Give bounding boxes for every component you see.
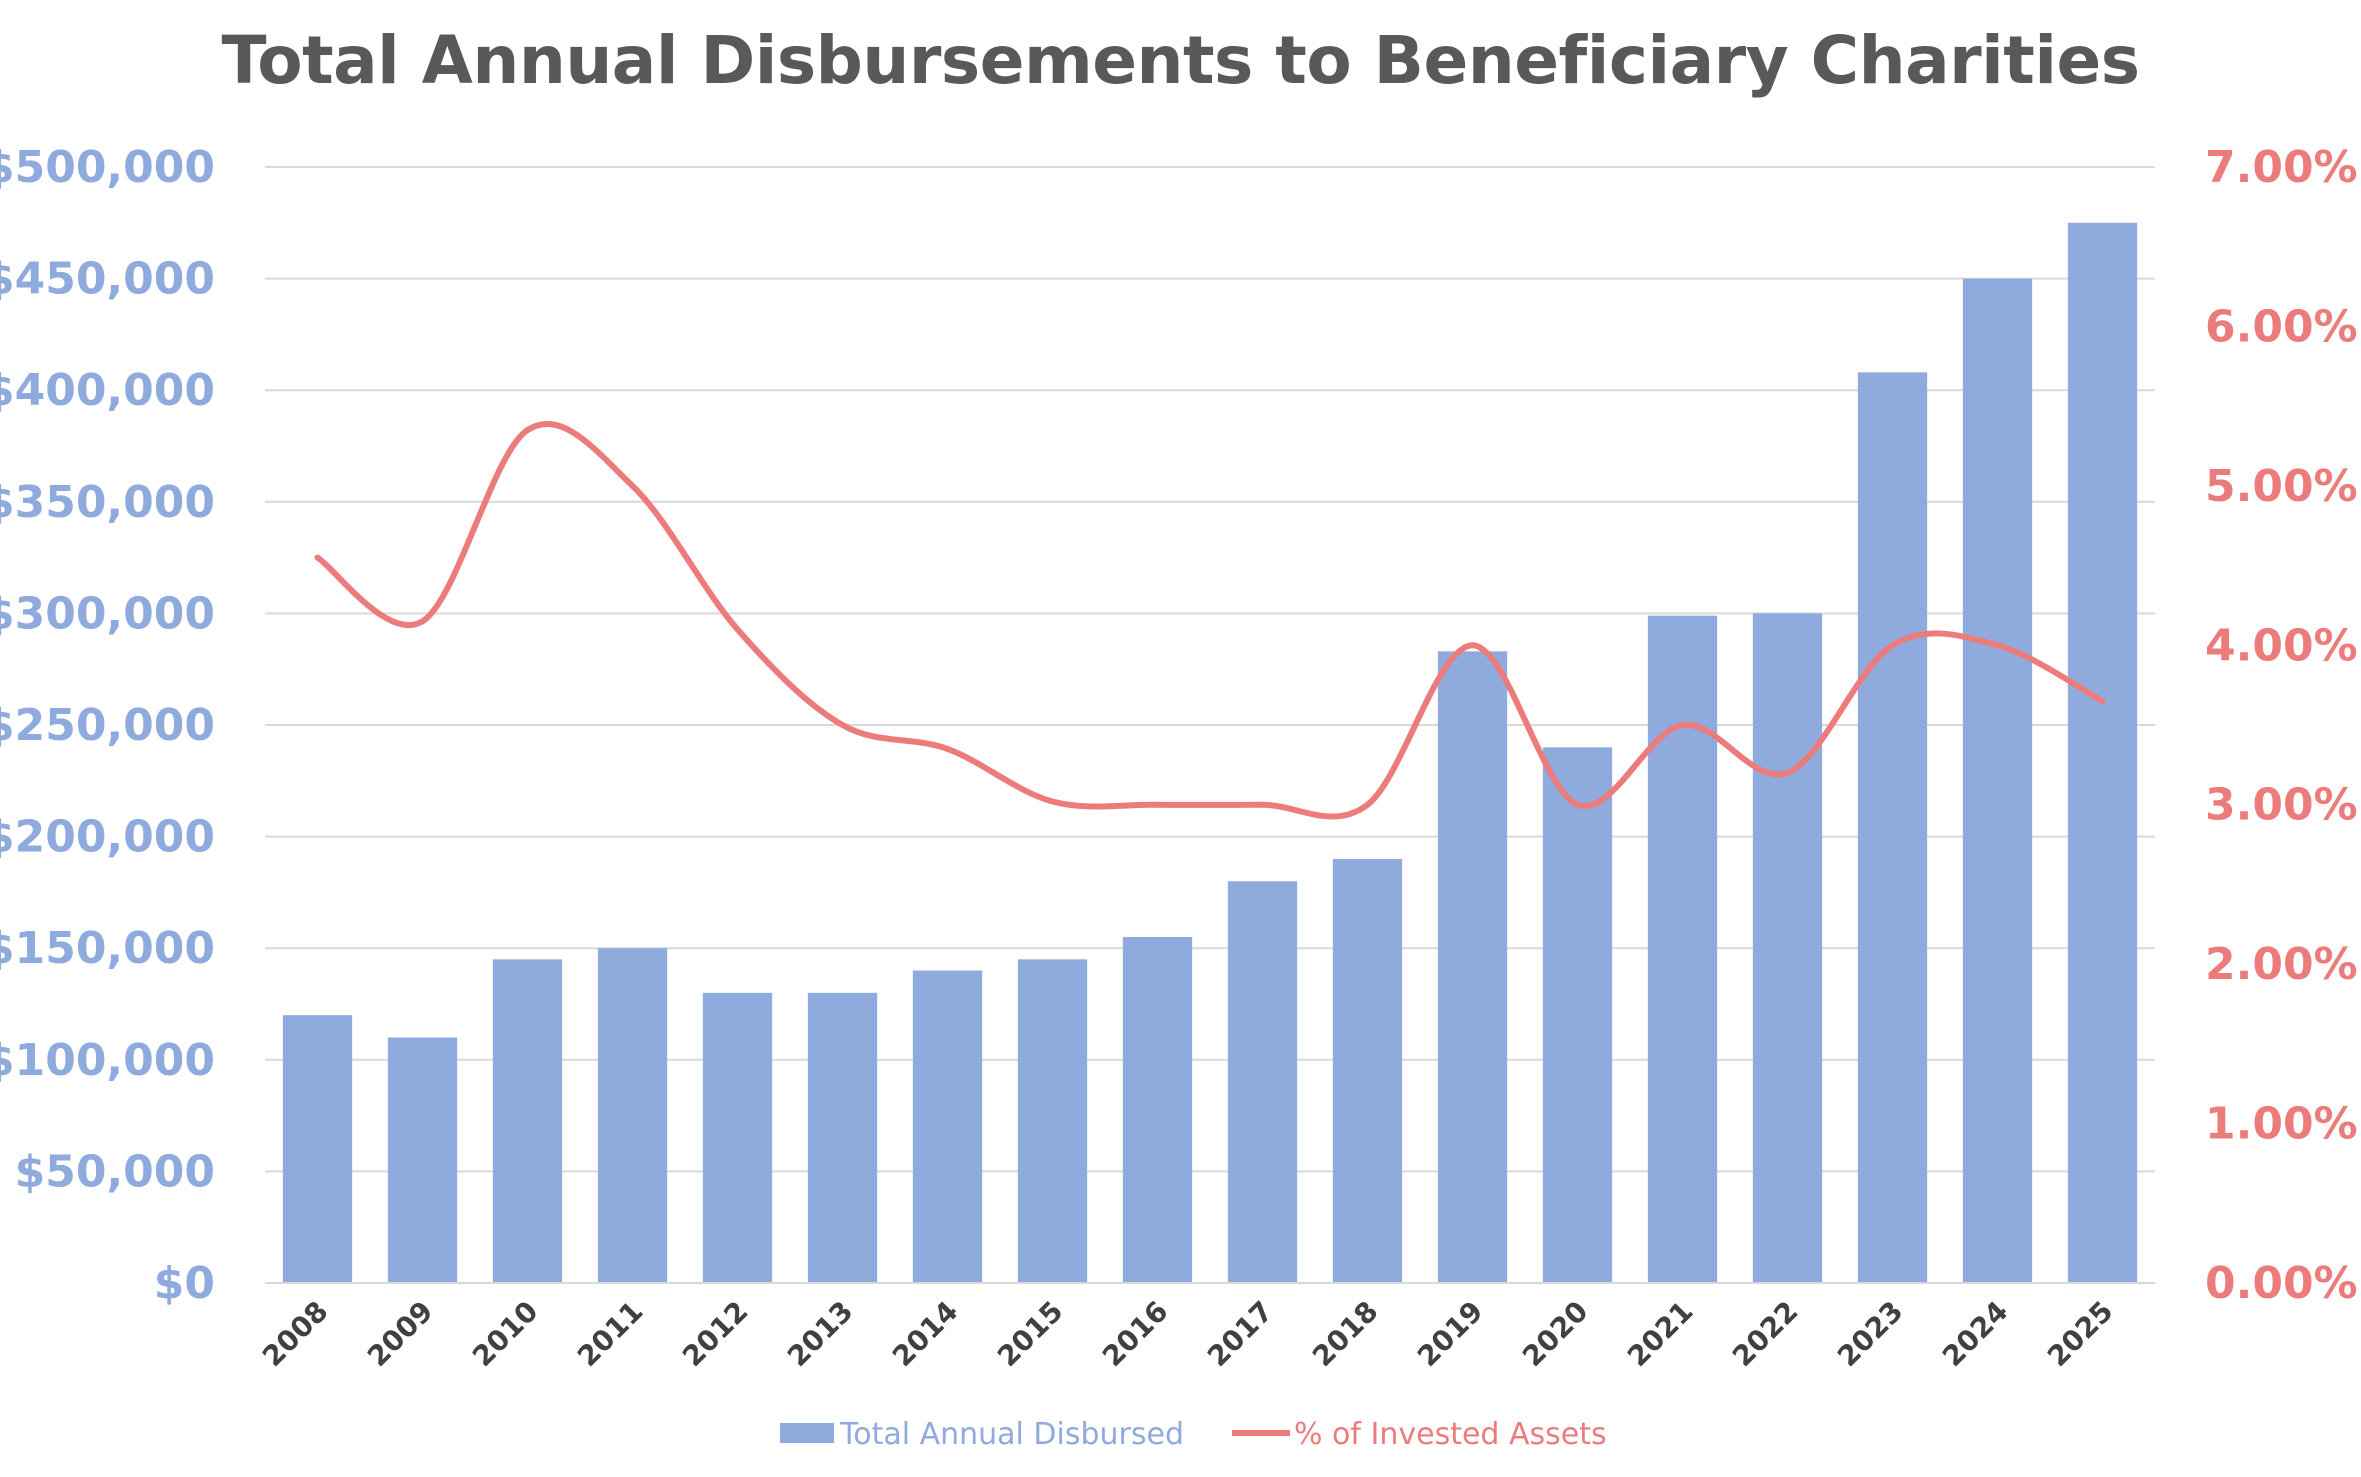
bar-2022 [1752, 613, 1823, 1283]
x-tick-label: 2017 [1201, 1295, 1279, 1373]
bar-2014 [912, 970, 983, 1283]
bar-2011 [597, 948, 668, 1283]
bar-2015 [1017, 959, 1088, 1283]
x-axis-ticks: 2008 2009 2010 2011 2012 2013 2014 2015 2016 2017… [256, 1282, 2155, 1373]
y-right-tick-label: 5.00% [2205, 461, 2358, 512]
x-tick-label: 2018 [1306, 1295, 1384, 1373]
x-tick-label: 2019 [1411, 1295, 1489, 1373]
x-tick-label: 2012 [676, 1295, 754, 1373]
bar-2013 [807, 992, 878, 1283]
bar-2016 [1122, 937, 1193, 1283]
x-tick-label: 2022 [1726, 1295, 1804, 1373]
x-tick-label: 2013 [781, 1295, 859, 1373]
bar-2017 [1227, 881, 1298, 1283]
x-tick-label: 2023 [1831, 1295, 1909, 1373]
y-left-tick-label: $250,000 [0, 700, 215, 751]
bar-2019 [1437, 651, 1508, 1283]
x-tick-label: 2011 [571, 1295, 649, 1373]
legend: Total Annual Disbursed % of Invested Asse… [780, 1417, 1607, 1452]
x-tick-label: 2024 [1936, 1295, 2014, 1373]
y-right-tick-label: 6.00% [2205, 301, 2358, 352]
y-left-tick-label: $350,000 [0, 477, 215, 528]
x-tick-label: 2025 [2041, 1295, 2119, 1373]
line-series [314, 421, 2106, 820]
bar-2020 [1542, 747, 1613, 1283]
x-tick-label: 2014 [886, 1295, 964, 1373]
y-right-tick-label: 7.00% [2205, 142, 2358, 193]
y-left-tick-label: $0 [154, 1258, 215, 1309]
bar-2023 [1857, 372, 1928, 1283]
y-left-tick-label: $50,000 [15, 1146, 215, 1197]
bar-2021 [1647, 615, 1718, 1283]
bar-2012 [702, 992, 773, 1283]
bar-2008 [282, 1015, 353, 1283]
legend-swatch-bar [780, 1423, 834, 1443]
x-tick-label: 2008 [256, 1295, 334, 1373]
y-left-tick-label: $500,000 [0, 142, 215, 193]
legend-label-bar: Total Annual Disbursed [839, 1417, 1184, 1452]
x-tick-label: 2009 [361, 1295, 439, 1373]
x-tick-label: 2015 [991, 1295, 1069, 1373]
y-left-tick-label: $150,000 [0, 923, 215, 974]
y-right-tick-label: 2.00% [2205, 939, 2358, 990]
right-axis-ticks: 0.00% 1.00% 2.00% 3.00% 4.00% 5.00% 6.00% 7.00% [2205, 142, 2358, 1309]
left-axis-ticks: $0 $50,000 $100,000 $150,000 $200,000 $250,00… [0, 142, 215, 1309]
chart-title: Total Annual Disbursements to Beneficiar… [221, 22, 2140, 99]
y-left-tick-label: $200,000 [0, 812, 215, 863]
bar-2024 [1962, 278, 2033, 1284]
y-right-tick-label: 0.00% [2205, 1258, 2358, 1309]
bar-2010 [492, 959, 563, 1283]
bar-series [282, 222, 2138, 1284]
x-tick-label: 2020 [1516, 1295, 1594, 1373]
x-tick-label: 2010 [466, 1295, 544, 1373]
y-right-tick-label: 3.00% [2205, 780, 2358, 831]
bar-2009 [387, 1037, 458, 1283]
y-left-tick-label: $300,000 [0, 588, 215, 639]
legend-label-line: % of Invested Assets [1294, 1417, 1607, 1452]
x-tick-label: 2016 [1096, 1295, 1174, 1373]
y-right-tick-label: 4.00% [2205, 620, 2358, 671]
bar-2025 [2067, 222, 2138, 1283]
x-tick-label: 2021 [1621, 1295, 1699, 1373]
y-left-tick-label: $450,000 [0, 254, 215, 305]
y-left-tick-label: $400,000 [0, 365, 215, 416]
bar-2018 [1332, 858, 1403, 1283]
gridlines [265, 166, 2155, 1284]
y-right-tick-label: 1.00% [2205, 1099, 2358, 1150]
y-left-tick-label: $100,000 [0, 1035, 215, 1086]
line-percent-invested-assets [314, 421, 2106, 820]
